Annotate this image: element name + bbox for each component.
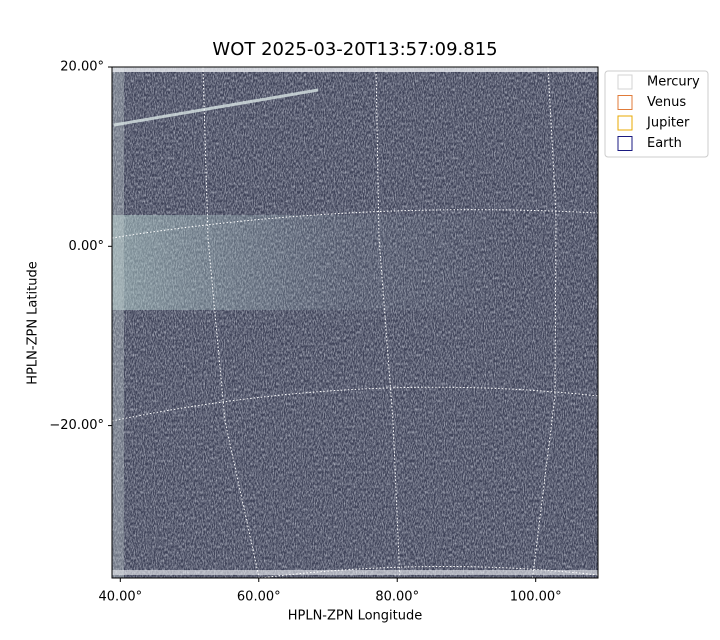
axes-frame xyxy=(111,66,599,579)
legend-label: Jupiter xyxy=(646,116,690,131)
legend-swatch xyxy=(617,136,633,151)
legend xyxy=(604,70,709,158)
legend-label: Earth xyxy=(647,136,682,151)
image xyxy=(112,67,598,578)
x-tick-label: 100.00° xyxy=(510,590,562,605)
legend-label: Venus xyxy=(647,95,686,110)
y-tick-label: −20.00° xyxy=(49,418,104,433)
x-tick-label: 60.00° xyxy=(237,590,281,605)
legend-label: Mercury xyxy=(647,75,700,90)
x-tick-label: 80.00° xyxy=(375,590,419,605)
y-axis-label: HPLN-ZPN Latitude xyxy=(26,261,41,384)
y-tick-label: 0.00° xyxy=(69,239,104,254)
legend-swatch xyxy=(617,115,633,131)
x-tick-label: 40.00° xyxy=(98,590,142,605)
chart-title: WOT 2025-03-20T13:57:09.815 xyxy=(212,39,497,60)
coordinate-grid xyxy=(112,67,598,578)
x-axis-label: HPLN-ZPN Longitude xyxy=(288,609,423,624)
y-tick-label: 20.00° xyxy=(60,60,104,75)
legend-swatch xyxy=(617,74,633,90)
legend-swatch xyxy=(617,95,633,110)
